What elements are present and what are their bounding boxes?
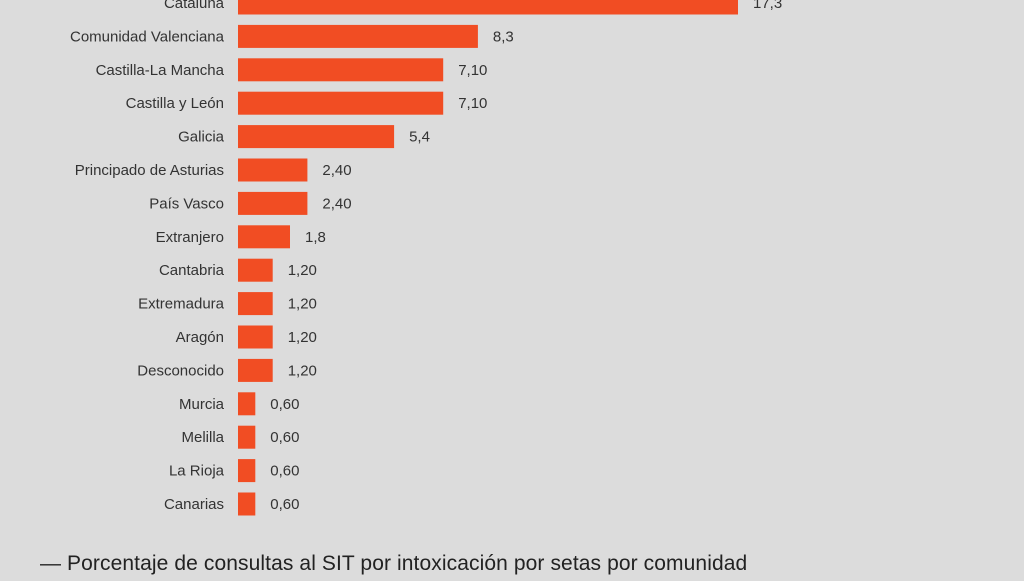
category-label: País Vasco [149,195,224,212]
value-label: 0,60 [270,429,299,446]
value-label: 1,20 [288,329,317,346]
value-label: 1,8 [305,229,326,246]
bar [238,24,478,48]
value-label: 1,20 [288,296,317,313]
value-label: 2,40 [322,195,351,212]
category-label: Castilla y León [126,95,224,112]
bar [238,0,738,15]
category-label: Comunidad Valenciana [70,28,225,45]
bar [238,425,256,449]
bar [238,225,290,249]
category-label: La Rioja [169,463,225,480]
value-label: 5,4 [409,129,430,146]
value-label: 1,20 [288,362,317,379]
bar [238,492,256,516]
bar [238,91,444,115]
category-label: Desconocido [137,362,224,379]
bar [238,191,308,215]
bar [238,125,395,149]
category-label: Aragón [176,329,224,346]
value-label: 1,20 [288,262,317,279]
category-label: Principado de Asturias [75,162,224,179]
bar [238,292,273,316]
value-label: 7,10 [458,95,487,112]
value-label: 2,40 [322,162,351,179]
category-label: Cantabria [159,262,225,279]
category-label: Castilla-La Mancha [96,62,225,79]
bar [238,392,256,416]
bar [238,459,256,483]
category-label: Cataluña [164,0,225,12]
value-label: 0,60 [270,463,299,480]
value-label: 7,10 [458,62,487,79]
category-label: Murcia [179,396,225,413]
bar [238,325,273,349]
bar [238,358,273,382]
value-label: 17,3 [753,0,782,12]
category-label: Extremadura [138,296,225,313]
value-label: 0,60 [270,496,299,513]
category-label: Galicia [178,129,225,146]
value-label: 8,3 [493,28,514,45]
bar [238,58,444,82]
value-label: 0,60 [270,396,299,413]
chart-caption: — Porcentaje de consultas al SIT por int… [40,552,748,575]
category-label: Canarias [164,496,224,513]
category-label: Extranjero [156,229,224,246]
bar [238,158,308,182]
category-label: Melilla [181,429,224,446]
bar [238,258,273,282]
